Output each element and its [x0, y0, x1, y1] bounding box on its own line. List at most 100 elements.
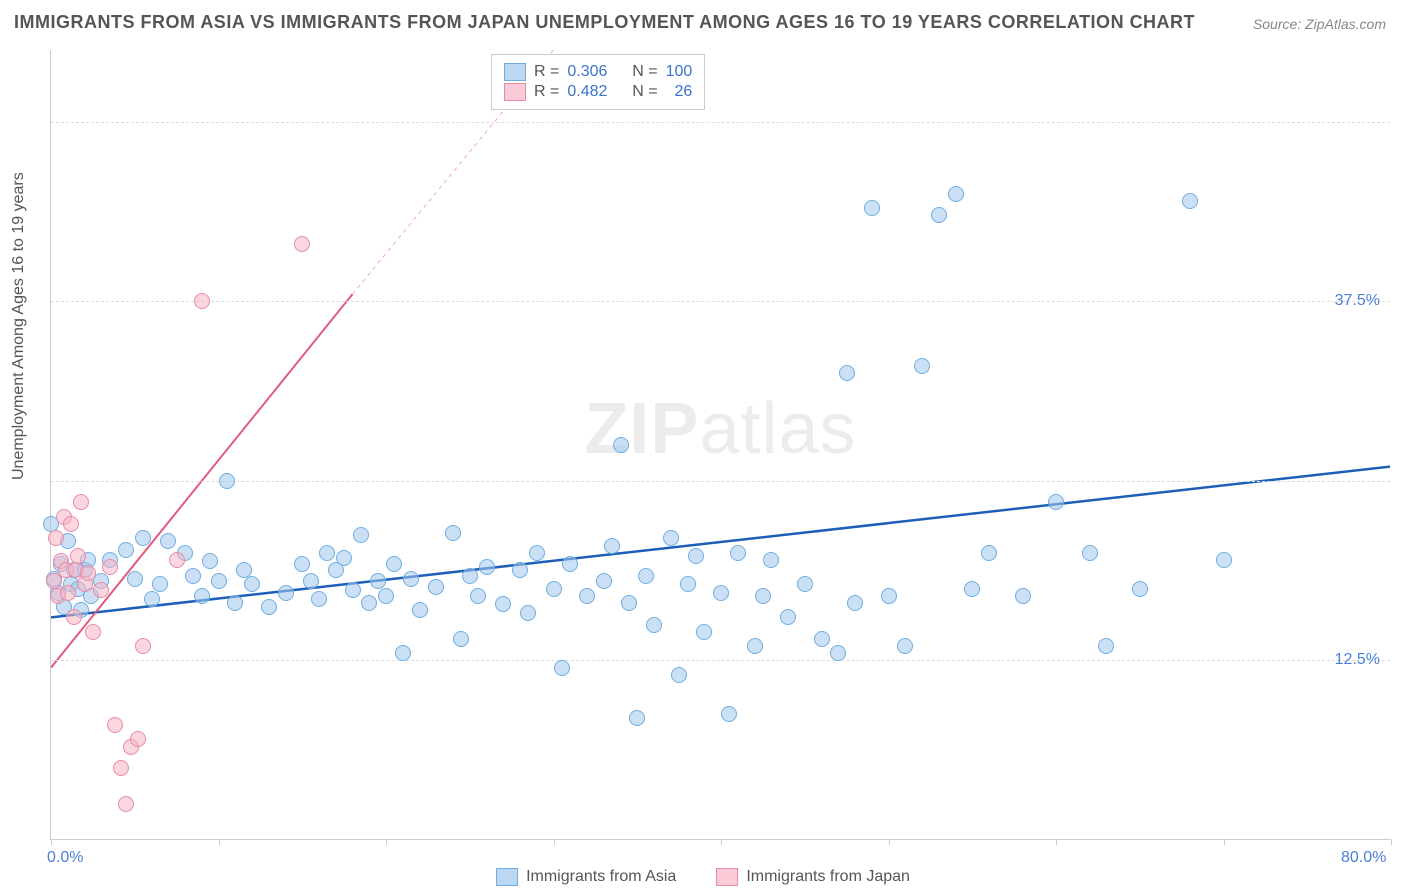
point-asia [160, 533, 176, 549]
point-asia [470, 588, 486, 604]
gridline-h [51, 481, 1390, 482]
point-asia [479, 559, 495, 575]
point-asia [554, 660, 570, 676]
point-japan [107, 717, 123, 733]
point-asia [529, 545, 545, 561]
point-japan [93, 582, 109, 598]
x-tick-mark [554, 839, 555, 845]
legend-r-label: R = [534, 63, 559, 81]
legend-swatch [504, 63, 526, 81]
x-tick-label: 0.0% [47, 849, 83, 867]
point-japan [130, 731, 146, 747]
legend-n-label: N = [632, 63, 657, 81]
bottom-legend: Immigrants from AsiaImmigrants from Japa… [496, 868, 910, 886]
point-asia [144, 591, 160, 607]
point-asia [562, 556, 578, 572]
point-japan [135, 638, 151, 654]
point-asia [948, 186, 964, 202]
point-asia [1098, 638, 1114, 654]
point-asia [244, 576, 260, 592]
point-asia [747, 638, 763, 654]
x-tick-label: 80.0% [1341, 849, 1386, 867]
legend-swatch [716, 868, 738, 886]
point-asia [453, 631, 469, 647]
plot-area: ZIPatlas R =0.306 N =100R =0.482 N = 26 … [50, 50, 1390, 840]
point-asia [680, 576, 696, 592]
point-japan [102, 559, 118, 575]
point-japan [60, 585, 76, 601]
point-asia [755, 588, 771, 604]
point-asia [839, 365, 855, 381]
point-asia [763, 552, 779, 568]
watermark-atlas: atlas [699, 389, 856, 469]
x-tick-mark [721, 839, 722, 845]
point-asia [730, 545, 746, 561]
legend-r-value: 0.306 [567, 63, 607, 81]
point-asia [202, 553, 218, 569]
point-asia [671, 667, 687, 683]
point-asia [931, 207, 947, 223]
point-japan [66, 609, 82, 625]
point-asia [1082, 545, 1098, 561]
point-asia [797, 576, 813, 592]
y-tick-label: 37.5% [1335, 292, 1380, 310]
point-asia [211, 573, 227, 589]
point-asia [663, 530, 679, 546]
point-asia [345, 582, 361, 598]
point-asia [881, 588, 897, 604]
bottom-legend-item: Immigrants from Japan [716, 868, 910, 886]
trend-lines-layer [51, 50, 1390, 839]
point-asia [395, 645, 411, 661]
point-asia [964, 581, 980, 597]
gridline-h [51, 122, 1390, 123]
point-japan [80, 565, 96, 581]
x-tick-mark [1056, 839, 1057, 845]
x-tick-mark [1224, 839, 1225, 845]
point-asia [520, 605, 536, 621]
point-asia [688, 548, 704, 564]
legend-r-value: 0.482 [567, 83, 607, 101]
watermark: ZIPatlas [584, 388, 856, 470]
point-asia [403, 571, 419, 587]
point-asia [219, 473, 235, 489]
legend-swatch [504, 83, 526, 101]
point-asia [914, 358, 930, 374]
point-asia [278, 585, 294, 601]
point-asia [830, 645, 846, 661]
point-asia [353, 527, 369, 543]
watermark-zip: ZIP [584, 389, 699, 469]
point-asia [596, 573, 612, 589]
point-asia [261, 599, 277, 615]
point-asia [638, 568, 654, 584]
point-asia [646, 617, 662, 633]
chart-title: IMMIGRANTS FROM ASIA VS IMMIGRANTS FROM … [14, 12, 1195, 33]
point-asia [546, 581, 562, 597]
point-asia [604, 538, 620, 554]
point-asia [613, 437, 629, 453]
point-asia [118, 542, 134, 558]
point-asia [194, 588, 210, 604]
legend-row: R =0.306 N =100 [504, 63, 692, 81]
point-asia [319, 545, 335, 561]
point-asia [361, 595, 377, 611]
point-asia [1216, 552, 1232, 568]
point-asia [629, 710, 645, 726]
point-asia [227, 595, 243, 611]
gridline-h [51, 660, 1390, 661]
point-asia [721, 706, 737, 722]
point-asia [495, 596, 511, 612]
point-asia [185, 568, 201, 584]
point-japan [194, 293, 210, 309]
point-asia [127, 571, 143, 587]
point-asia [1015, 588, 1031, 604]
point-japan [63, 516, 79, 532]
bottom-legend-label: Immigrants from Japan [746, 868, 910, 886]
point-japan [113, 760, 129, 776]
point-asia [135, 530, 151, 546]
point-asia [814, 631, 830, 647]
x-tick-mark [386, 839, 387, 845]
y-tick-label: 12.5% [1335, 651, 1380, 669]
point-asia [152, 576, 168, 592]
x-tick-mark [51, 839, 52, 845]
point-asia [897, 638, 913, 654]
